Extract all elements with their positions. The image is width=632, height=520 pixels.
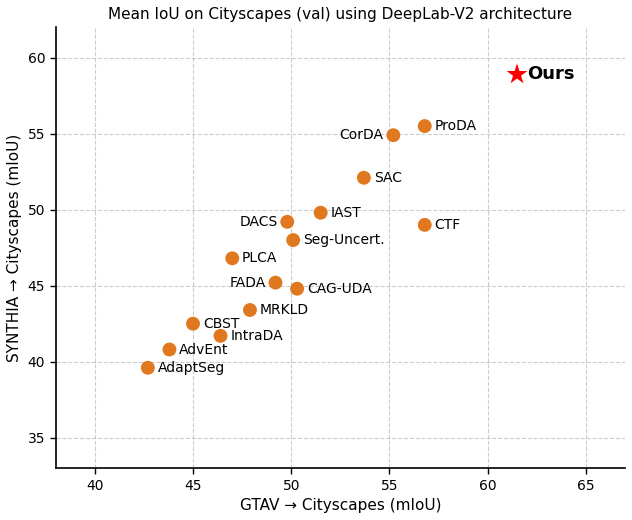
Point [288,236,298,244]
Text: CBST: CBST [203,317,239,331]
Text: CorDA: CorDA [339,128,384,142]
Title: Mean IoU on Cityscapes (val) using DeepLab-V2 architecture: Mean IoU on Cityscapes (val) using DeepL… [108,7,573,22]
Point [388,131,398,139]
Point [188,319,198,328]
Y-axis label: SYNTHIA → Cityscapes (mIoU): SYNTHIA → Cityscapes (mIoU) [7,134,22,362]
Point [283,218,293,226]
Point [245,306,255,314]
Text: IntraDA: IntraDA [230,329,283,343]
Text: AdvEnt: AdvEnt [179,343,229,357]
Point [216,332,226,340]
Text: ProDA: ProDA [435,119,477,133]
Point [315,209,325,217]
Point [420,220,430,229]
Point [359,174,369,182]
Text: CAG-UDA: CAG-UDA [307,282,372,296]
Point [420,122,430,130]
Point [292,284,302,293]
Text: FADA: FADA [229,276,265,290]
Text: SAC: SAC [374,171,402,185]
Text: Seg-Uncert.: Seg-Uncert. [303,233,385,247]
Text: CTF: CTF [435,218,461,232]
Text: MRKLD: MRKLD [260,303,309,317]
X-axis label: GTAV → Cityscapes (mIoU): GTAV → Cityscapes (mIoU) [240,498,441,513]
Text: DACS: DACS [239,215,277,229]
Text: Ours: Ours [527,66,574,83]
Point [143,363,153,372]
Text: IAST: IAST [331,206,362,220]
Point [164,345,174,354]
Text: PLCA: PLCA [242,251,277,265]
Point [512,70,522,79]
Point [228,254,238,263]
Text: AdaptSeg: AdaptSeg [157,361,225,375]
Point [270,279,281,287]
